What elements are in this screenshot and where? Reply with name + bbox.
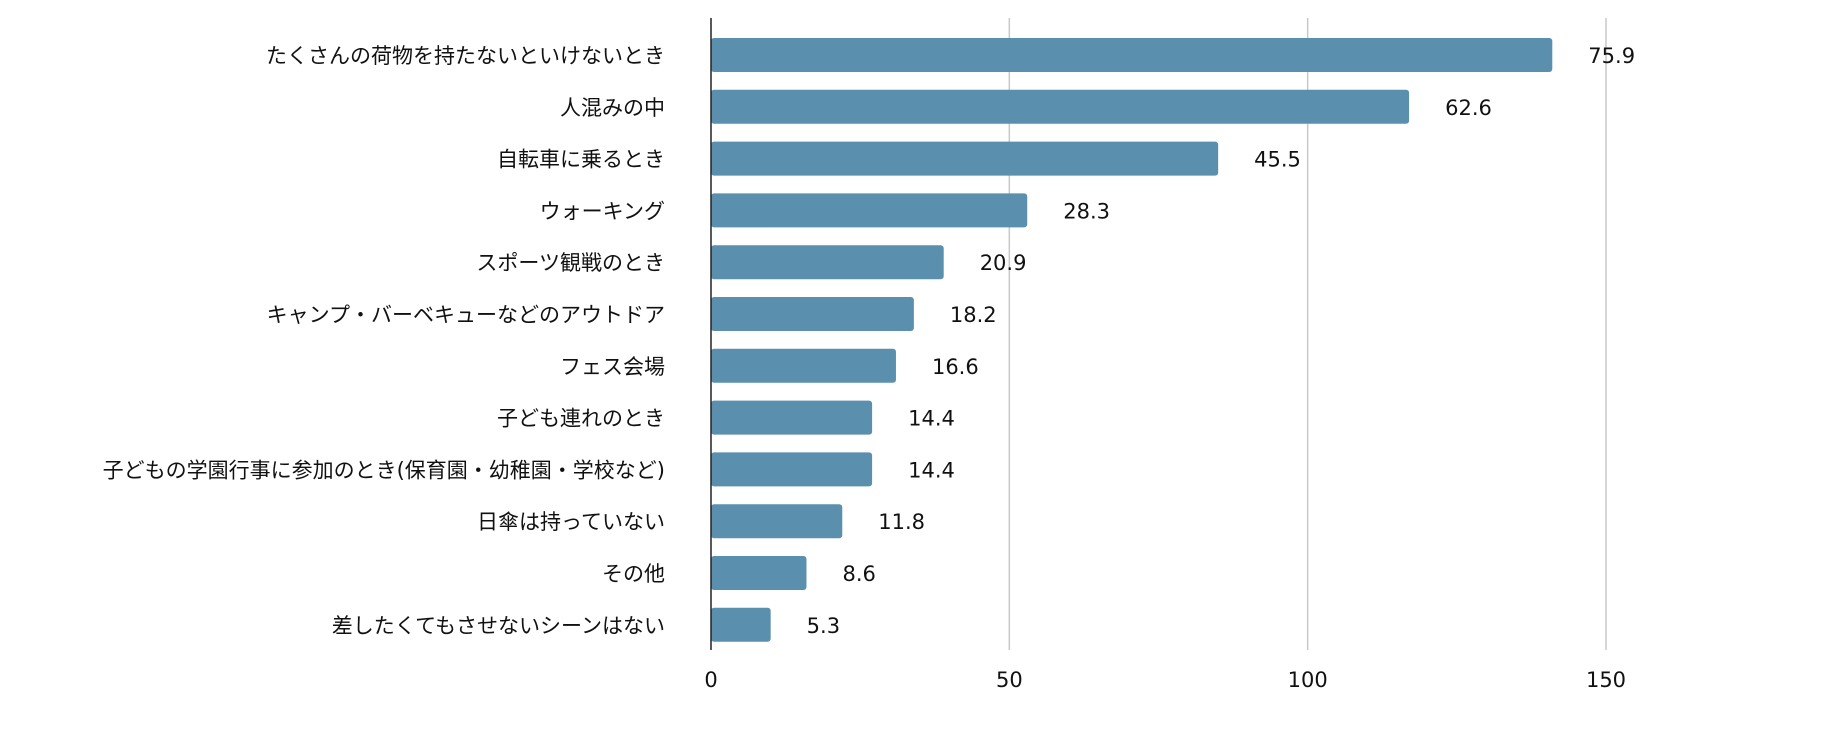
- category-label: キャンプ・バーベキューなどのアウトドア: [267, 303, 665, 327]
- category-label: 子どもの学園行事に参加のとき(保育園・幼稚園・学校など): [103, 458, 665, 482]
- data-label: 14.4: [908, 407, 955, 431]
- data-label: 62.6: [1445, 96, 1492, 120]
- data-label: 14.4: [908, 458, 955, 482]
- x-axis-ticks: 0 50 100 150: [704, 668, 1626, 692]
- bar: [711, 141, 1219, 176]
- category-label: 日傘は持っていない: [477, 510, 665, 534]
- bars: [711, 38, 1553, 642]
- data-label: 8.6: [842, 562, 875, 586]
- category-label: 差したくてもさせないシーンはない: [332, 614, 665, 638]
- data-label: 20.9: [980, 251, 1027, 275]
- x-tick-label: 100: [1288, 668, 1328, 692]
- category-label: 人混みの中: [560, 96, 665, 120]
- data-label: 75.9: [1588, 44, 1635, 68]
- x-tick-label: 150: [1586, 668, 1626, 692]
- category-label: たくさんの荷物を持たないといけないとき: [266, 44, 665, 68]
- bar: [711, 452, 873, 487]
- data-label: 28.3: [1063, 199, 1110, 223]
- x-tick-label: 0: [704, 668, 717, 692]
- bar: [711, 348, 896, 383]
- category-label: スポーツ観戦のとき: [476, 251, 665, 275]
- data-label: 11.8: [878, 510, 925, 534]
- category-label: 自転車に乗るとき: [497, 148, 665, 172]
- data-label: 5.3: [807, 614, 840, 638]
- category-labels: たくさんの荷物を持たないといけないとき人混みの中自転車に乗るときウォーキングスポ…: [103, 44, 665, 638]
- category-label: その他: [602, 562, 665, 586]
- bar: [711, 297, 914, 331]
- category-label: フェス会場: [560, 355, 665, 379]
- data-label: 16.6: [932, 355, 979, 379]
- value-labels: 75.9 62.6 45.5 28.3 20.9 18.2 16.6 14.4 14.4 11.8…: [807, 44, 1635, 638]
- bar: [711, 38, 1553, 72]
- data-label: 45.5: [1254, 148, 1301, 172]
- bar: [711, 89, 1410, 124]
- data-label: 18.2: [950, 303, 997, 327]
- bar: [711, 504, 843, 539]
- category-label: 子ども連れのとき: [497, 407, 665, 431]
- bar: [711, 400, 873, 435]
- bar: [711, 245, 944, 280]
- bar: [711, 607, 771, 642]
- category-label: ウォーキング: [540, 199, 665, 223]
- x-tick-label: 50: [996, 668, 1023, 692]
- bar: [711, 556, 807, 590]
- bar: [711, 193, 1028, 228]
